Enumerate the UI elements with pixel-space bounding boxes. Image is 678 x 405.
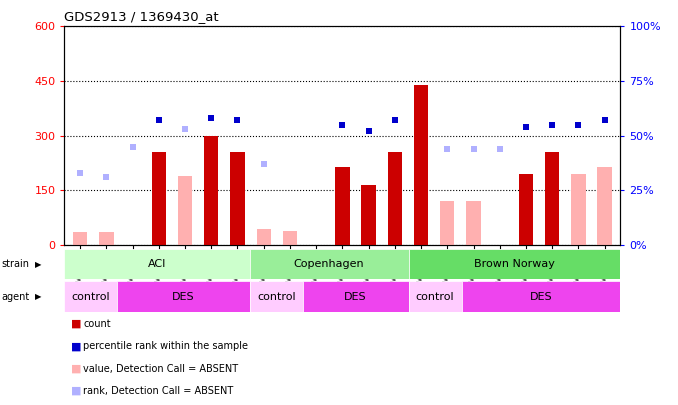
Point [337, 122, 348, 128]
Bar [519, 174, 533, 245]
Bar [571, 174, 586, 245]
Point [180, 126, 191, 132]
Bar [409, 281, 462, 312]
Point [258, 161, 269, 167]
Text: rank, Detection Call = ABSENT: rank, Detection Call = ABSENT [83, 386, 234, 396]
Bar [409, 249, 620, 279]
Text: DES: DES [344, 292, 367, 302]
Bar [302, 281, 409, 312]
Bar [335, 167, 350, 245]
Bar [466, 201, 481, 245]
Point [206, 115, 217, 122]
Bar [361, 185, 376, 245]
Point [546, 122, 557, 128]
Bar [178, 176, 193, 245]
Point [521, 124, 532, 130]
Point [75, 170, 85, 176]
Bar [152, 152, 166, 245]
Text: ACI: ACI [148, 259, 166, 269]
Point [232, 117, 243, 124]
Bar [388, 152, 402, 245]
Text: DES: DES [172, 292, 195, 302]
Text: percentile rank within the sample: percentile rank within the sample [83, 341, 248, 351]
Point [363, 128, 374, 134]
Text: ■: ■ [71, 341, 81, 351]
Point [494, 145, 505, 152]
Bar [440, 201, 454, 245]
Text: ■: ■ [71, 364, 81, 373]
Point [101, 174, 112, 181]
Text: value, Detection Call = ABSENT: value, Detection Call = ABSENT [83, 364, 239, 373]
Bar [204, 136, 218, 245]
Bar [231, 152, 245, 245]
Text: strain: strain [1, 259, 29, 269]
Text: ■: ■ [71, 319, 81, 329]
Text: control: control [72, 292, 111, 302]
Point [599, 117, 610, 124]
Bar [73, 232, 87, 245]
Point [468, 145, 479, 152]
Point [442, 145, 453, 152]
Point [127, 143, 138, 150]
Bar [545, 152, 559, 245]
Text: ▶: ▶ [35, 292, 42, 301]
Bar [250, 281, 302, 312]
Bar [64, 281, 117, 312]
Text: ■: ■ [71, 386, 81, 396]
Bar [462, 281, 620, 312]
Bar [283, 231, 297, 245]
Bar [414, 85, 428, 245]
Bar [117, 281, 250, 312]
Text: Copenhagen: Copenhagen [294, 259, 365, 269]
Text: agent: agent [1, 292, 30, 302]
Text: control: control [257, 292, 296, 302]
Bar [597, 167, 612, 245]
Bar [256, 228, 271, 245]
Point [573, 122, 584, 128]
Text: DES: DES [530, 292, 553, 302]
Bar [99, 232, 114, 245]
Bar [64, 249, 250, 279]
Bar [250, 249, 409, 279]
Text: control: control [416, 292, 454, 302]
Point [153, 117, 164, 124]
Text: Brown Norway: Brown Norway [474, 259, 555, 269]
Text: count: count [83, 319, 111, 329]
Point [389, 117, 400, 124]
Text: ▶: ▶ [35, 260, 42, 269]
Text: GDS2913 / 1369430_at: GDS2913 / 1369430_at [64, 10, 219, 23]
